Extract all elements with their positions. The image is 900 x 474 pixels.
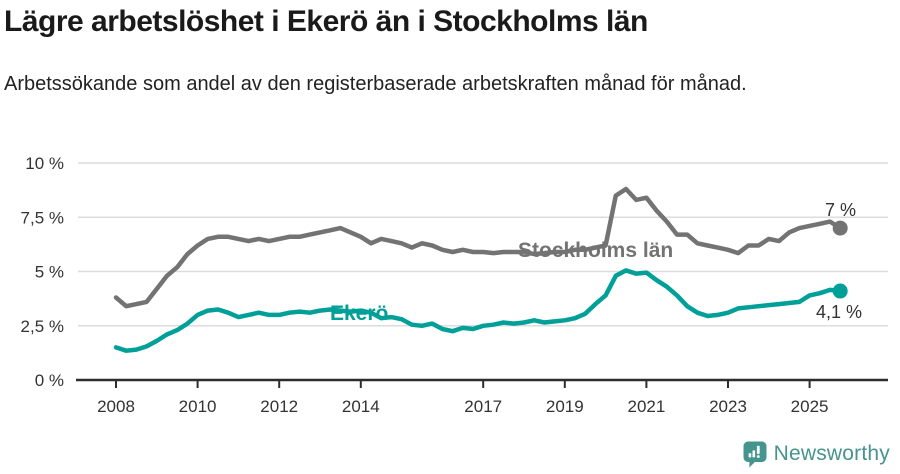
x-tick-label: 2012	[260, 397, 298, 416]
chart-title: Lägre arbetslöshet i Ekerö än i Stockhol…	[4, 5, 648, 38]
x-tick-label: 2019	[546, 397, 584, 416]
line-stockholms-lan-end-value-label: 7 %	[825, 200, 856, 220]
newsworthy-logo-icon	[743, 441, 767, 467]
chart-subtitle: Arbetssökande som andel av den registerb…	[4, 73, 747, 95]
line-ekero-end-value-label: 4,1 %	[816, 302, 862, 322]
y-tick-label: 7,5 %	[21, 208, 64, 227]
x-tick-label: 2021	[627, 397, 665, 416]
y-tick-label: 5 %	[35, 263, 64, 282]
line-stockholms-lan	[113, 186, 843, 309]
x-tick-label: 2023	[709, 397, 747, 416]
y-tick-label: 2,5 %	[21, 317, 64, 336]
newsworthy-logo[interactable]: Newsworthy	[743, 440, 890, 468]
x-tick-label: 2014	[342, 397, 380, 416]
line-ekero	[113, 268, 843, 353]
line-ekero-end-dot	[832, 283, 848, 299]
y-tick-label: 10 %	[25, 154, 64, 173]
x-tick-label: 2025	[791, 397, 829, 416]
line-ekero-label: Ekerö	[330, 302, 388, 325]
y-tick-label: 0 %	[35, 371, 64, 390]
line-stockholms-lan-label: Stockholms län	[518, 239, 673, 262]
x-tick-label: 2008	[97, 397, 135, 416]
x-tick-label: 2017	[464, 397, 502, 416]
line-stockholms-lan-end-dot	[832, 220, 848, 236]
x-tick-label: 2010	[179, 397, 217, 416]
newsworthy-wordmark: Newsworthy	[773, 442, 890, 465]
